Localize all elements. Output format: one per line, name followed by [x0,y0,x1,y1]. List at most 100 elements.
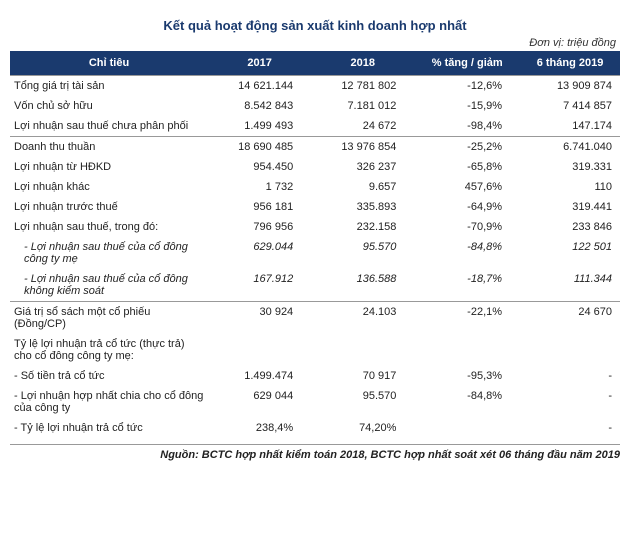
val-2017: 8.542 843 [208,96,311,116]
val-change: -84,8% [414,237,520,269]
table-row: - Số tiền trả cổ tức1.499.47470 917-95,3… [10,366,620,386]
val-2018: 232.158 [311,217,414,237]
val-6m2019: 122 501 [520,237,620,269]
val-2018: 12 781 802 [311,76,414,97]
val-6m2019: 13 909 874 [520,76,620,97]
source-note: Nguồn: BCTC hợp nhất kiểm toán 2018, BCT… [10,444,620,461]
val-2018: 13 976 854 [311,137,414,158]
row-label: Tỷ lệ lợi nhuận trả cổ tức (thực trả) ch… [10,334,208,366]
val-6m2019: 24 670 [520,302,620,335]
val-2018: 326 237 [311,157,414,177]
val-change: -18,7% [414,269,520,302]
val-2017: 629.044 [208,237,311,269]
val-change: -70,9% [414,217,520,237]
val-2017: 629 044 [208,386,311,418]
table-row: - Lợi nhuận sau thuế của cổ đông không k… [10,269,620,302]
val-change [414,334,520,366]
table-row: Doanh thu thuần18 690 48513 976 854-25,2… [10,137,620,158]
val-6m2019: 147.174 [520,116,620,137]
table-row: - Lợi nhuận sau thuế của cổ đông công ty… [10,237,620,269]
row-label: - Lợi nhuận sau thuế của cổ đông công ty… [10,237,208,269]
val-6m2019: 6.741.040 [520,137,620,158]
val-change: -64,9% [414,197,520,217]
val-2017: 954.450 [208,157,311,177]
col-6m2019: 6 tháng 2019 [520,51,620,76]
val-6m2019: 233 846 [520,217,620,237]
val-2017: 238,4% [208,418,311,438]
row-label: Lợi nhuận sau thuế, trong đó: [10,217,208,237]
row-label: Lợi nhuận trước thuế [10,197,208,217]
val-2017: 1.499.474 [208,366,311,386]
col-metric: Chỉ tiêu [10,51,208,76]
val-2017: 956 181 [208,197,311,217]
val-change: -84,8% [414,386,520,418]
val-2018: 9.657 [311,177,414,197]
val-2017: 167.912 [208,269,311,302]
financial-table: Chỉ tiêu 2017 2018 % tăng / giảm 6 tháng… [10,51,620,438]
val-change: -98,4% [414,116,520,137]
unit-label: Đơn vị: triệu đồng [10,37,616,49]
val-6m2019: - [520,418,620,438]
val-6m2019: 7 414 857 [520,96,620,116]
val-2017: 14 621.144 [208,76,311,97]
val-2018: 136.588 [311,269,414,302]
row-label: - Lợi nhuận sau thuế của cổ đông không k… [10,269,208,302]
table-row: Lợi nhuận trước thuế956 181335.893-64,9%… [10,197,620,217]
table-row: Vốn chủ sở hữu8.542 8437.181 012-15,9%7 … [10,96,620,116]
val-2017: 1.499 493 [208,116,311,137]
table-row: Giá trị sổ sách một cổ phiếu (Đồng/CP)30… [10,302,620,335]
val-6m2019: 319.331 [520,157,620,177]
val-6m2019: 319.441 [520,197,620,217]
val-change: -65,8% [414,157,520,177]
val-change: -22,1% [414,302,520,335]
row-label: Giá trị sổ sách một cổ phiếu (Đồng/CP) [10,302,208,335]
val-2017: 30 924 [208,302,311,335]
col-2017: 2017 [208,51,311,76]
row-label: - Lợi nhuận hợp nhất chia cho cổ đông củ… [10,386,208,418]
val-2017: 796 956 [208,217,311,237]
row-label: - Số tiền trả cổ tức [10,366,208,386]
val-2018: 7.181 012 [311,96,414,116]
val-change: -25,2% [414,137,520,158]
val-6m2019: 111.344 [520,269,620,302]
val-2018: 24 672 [311,116,414,137]
val-6m2019: - [520,366,620,386]
row-label: Lợi nhuận sau thuế chưa phân phối [10,116,208,137]
val-change: 457,6% [414,177,520,197]
val-2018: 24.103 [311,302,414,335]
col-2018: 2018 [311,51,414,76]
table-row: Lợi nhuận sau thuế chưa phân phối1.499 4… [10,116,620,137]
val-2018: 70 917 [311,366,414,386]
table-row: Lợi nhuận từ HĐKD954.450326 237-65,8%319… [10,157,620,177]
val-2017 [208,334,311,366]
val-6m2019: - [520,386,620,418]
table-row: - Lợi nhuận hợp nhất chia cho cổ đông củ… [10,386,620,418]
table-body: Tổng giá trị tài sản14 621.14412 781 802… [10,76,620,439]
val-6m2019 [520,334,620,366]
table-row: Lợi nhuận sau thuế, trong đó:796 956232.… [10,217,620,237]
table-row: Tổng giá trị tài sản14 621.14412 781 802… [10,76,620,97]
table-row: Lợi nhuận khác1 7329.657457,6%110 [10,177,620,197]
val-2018 [311,334,414,366]
val-2017: 1 732 [208,177,311,197]
val-6m2019: 110 [520,177,620,197]
row-label: Tổng giá trị tài sản [10,76,208,97]
val-change: -15,9% [414,96,520,116]
val-change: -12,6% [414,76,520,97]
col-change: % tăng / giảm [414,51,520,76]
row-label: - Tỷ lệ lợi nhuận trả cổ tức [10,418,208,438]
val-change: -95,3% [414,366,520,386]
val-2018: 95.570 [311,386,414,418]
row-label: Doanh thu thuần [10,137,208,158]
table-row: Tỷ lệ lợi nhuận trả cổ tức (thực trả) ch… [10,334,620,366]
val-2018: 335.893 [311,197,414,217]
val-2018: 95.570 [311,237,414,269]
val-change [414,418,520,438]
row-label: Lợi nhuận khác [10,177,208,197]
val-2017: 18 690 485 [208,137,311,158]
header-row: Chỉ tiêu 2017 2018 % tăng / giảm 6 tháng… [10,51,620,76]
report-title: Kết quả hoạt động sản xuất kinh doanh hợ… [10,18,620,33]
row-label: Lợi nhuận từ HĐKD [10,157,208,177]
val-2018: 74,20% [311,418,414,438]
row-label: Vốn chủ sở hữu [10,96,208,116]
